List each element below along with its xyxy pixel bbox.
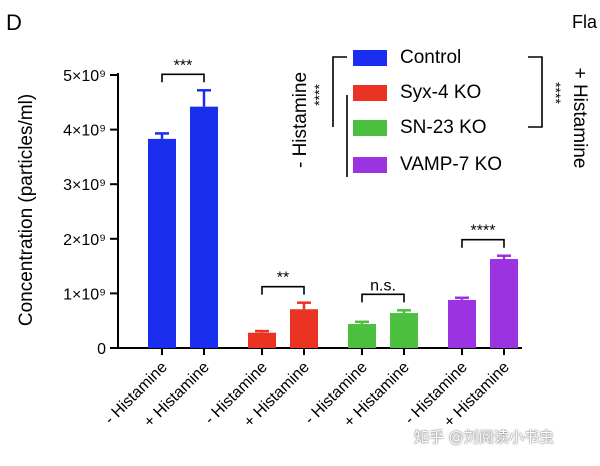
bar [290,309,318,348]
legend-swatch [353,157,387,173]
legend-label: VAMP-7 KO [400,154,502,175]
y-tick-label: 5×10⁹ [63,68,106,85]
legend-right-stars: **** [548,82,564,104]
significance-label: ** [277,270,289,287]
significance-label: n.s. [370,277,396,294]
bar [390,313,418,348]
legend-swatch [353,50,387,66]
significance-label: *** [174,57,193,74]
legend-label: SN-23 KO [400,117,487,138]
legend-left-label: - Histamine [290,72,311,168]
y-tick-label: 3×10⁹ [63,177,106,194]
watermark: 知乎 @刘阅读小书虫 [414,428,554,446]
bar [348,323,376,348]
legend-label: Control [400,47,461,68]
bar [490,259,518,348]
x-tick-labels: - Histamine+ Histamine- Histamine+ Hista… [102,359,513,431]
y-tick-label: 0 [97,341,106,358]
significance-brackets: ***** n.s.**** [161,57,505,303]
bar [248,332,276,348]
bar [190,106,218,348]
legend-right-label: + Histamine [569,68,590,169]
legend: Control Syx-4 KO SN-23 KO VAMP-7 KO - Histam… [290,47,590,177]
legend-swatch [353,120,387,136]
y-axis-label: Concentration (particles/ml) [16,94,37,326]
y-tick-label: 4×10⁹ [63,123,106,140]
significance-bracket [161,73,205,83]
legend-right-bracket [528,56,543,128]
significance-bracket [461,238,505,248]
legend-left-stars: **** [311,84,327,106]
significance-bracket [261,285,305,295]
legend-swatch [353,85,387,101]
y-ticks: 0 1×10⁹ 2×10⁹ 3×10⁹ 4×10⁹ 5×10⁹ [63,68,118,358]
significance-bracket [361,293,405,303]
y-tick-label: 1×10⁹ [63,286,106,303]
bar [448,299,476,348]
bars [148,89,518,355]
significance-label: **** [471,223,496,240]
y-tick-label: 2×10⁹ [63,232,106,249]
legend-label: Syx-4 KO [400,82,481,103]
bar [148,138,176,348]
panel-label: D [6,10,22,35]
corner-text: Fla [572,12,598,32]
legend-left-bracket [332,56,347,127]
